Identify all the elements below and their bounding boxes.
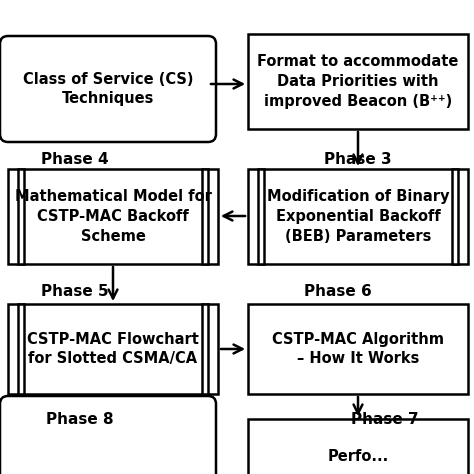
Bar xyxy=(248,304,468,394)
Text: Perfo...: Perfo... xyxy=(328,449,389,464)
Bar xyxy=(248,419,468,474)
Bar xyxy=(452,169,458,264)
Bar xyxy=(8,304,218,394)
Text: Phase 8: Phase 8 xyxy=(46,411,114,427)
Bar xyxy=(18,304,24,394)
Bar xyxy=(8,169,218,264)
Text: Phase 7: Phase 7 xyxy=(351,411,419,427)
Bar xyxy=(258,169,264,264)
FancyBboxPatch shape xyxy=(0,396,216,474)
FancyBboxPatch shape xyxy=(0,36,216,142)
Text: Class of Service (CS)
Techniques: Class of Service (CS) Techniques xyxy=(23,72,193,106)
Bar xyxy=(202,304,208,394)
Bar xyxy=(248,34,468,129)
Text: CSTP-MAC Algorithm
– How It Works: CSTP-MAC Algorithm – How It Works xyxy=(272,332,444,366)
Bar xyxy=(248,169,468,264)
Text: Phase 3: Phase 3 xyxy=(324,152,392,166)
Text: Phase 6: Phase 6 xyxy=(304,283,372,299)
Text: Phase 4: Phase 4 xyxy=(41,152,109,166)
Text: Modification of Binary
Exponential Backoff
(BEB) Parameters: Modification of Binary Exponential Backo… xyxy=(267,189,449,244)
Text: Mathematical Model for
CSTP-MAC Backoff
Scheme: Mathematical Model for CSTP-MAC Backoff … xyxy=(15,189,211,244)
Text: Phase 5: Phase 5 xyxy=(41,283,109,299)
Bar xyxy=(202,169,208,264)
Text: CSTP-MAC Flowchart
for Slotted CSMA/CA: CSTP-MAC Flowchart for Slotted CSMA/CA xyxy=(27,332,199,366)
Text: Format to accommodate
Data Priorities with
improved Beacon (B⁺⁺): Format to accommodate Data Priorities wi… xyxy=(257,54,459,109)
Bar xyxy=(18,169,24,264)
